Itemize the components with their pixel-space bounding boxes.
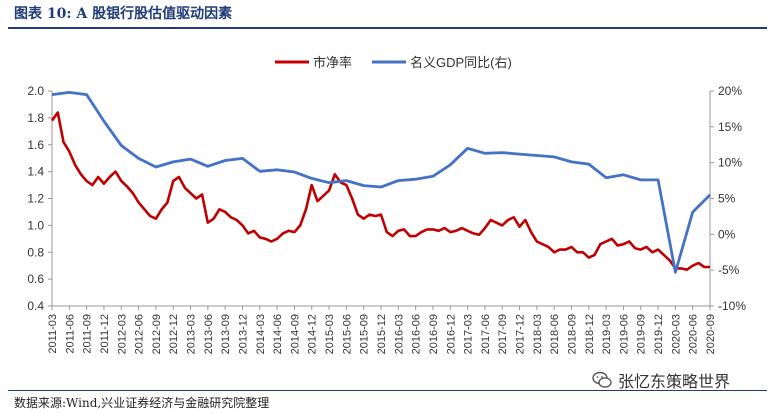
y-left-tick-label: 2.0 — [27, 84, 44, 98]
y-left-tick-label: 1.6 — [27, 138, 44, 152]
x-tick-label: 2016-09 — [428, 314, 440, 354]
x-tick-label: 2020-06 — [688, 314, 700, 354]
x-tick-label: 2012-03 — [116, 314, 128, 354]
y-right-tick-label: 0% — [718, 227, 736, 241]
x-tick-label: 2017-03 — [463, 314, 475, 354]
figure-title: 图表 10: A 股银行股估值驱动因素 — [14, 6, 233, 22]
x-tick-label: 2020-09 — [705, 314, 717, 354]
y-left-tick-label: 0.4 — [27, 299, 44, 313]
watermark: 张忆东策略世界 — [592, 368, 730, 392]
series-line-pb — [50, 111, 710, 271]
x-tick-label: 2019-06 — [618, 314, 630, 354]
x-tick-label: 2018-03 — [532, 314, 544, 354]
y-right-tick-label: -5% — [718, 263, 740, 277]
x-tick-label: 2018-12 — [584, 314, 596, 354]
series-lines — [50, 91, 711, 274]
watermark-text: 张忆东策略世界 — [618, 372, 731, 391]
x-tick-label: 2015-09 — [359, 314, 371, 354]
x-tick-label: 2011-09 — [82, 314, 94, 354]
y-left-tick-label: 0.6 — [27, 272, 44, 286]
x-tick-label: 2011-12 — [99, 314, 111, 354]
legend-label-pb: 市净率 — [313, 55, 352, 70]
x-tick-label: 2015-03 — [324, 314, 336, 354]
series-line-gdp — [51, 91, 711, 274]
x-tick-label: 2017-06 — [480, 314, 492, 354]
x-tick-label: 2015-12 — [376, 314, 388, 354]
legend-label-gdp: 名义GDP同比(右) — [410, 55, 512, 70]
x-tick-label: 2015-06 — [341, 314, 353, 354]
x-tick-label: 2011-03 — [47, 314, 59, 354]
y-right-tick-label: -10% — [718, 299, 746, 313]
x-tick-label: 2012-12 — [168, 314, 180, 354]
x-tick-label: 2019-09 — [636, 314, 648, 354]
x-tick-label: 2016-06 — [411, 314, 423, 354]
x-tick-label: 2017-12 — [515, 314, 527, 354]
y-right-tick-label: 20% — [718, 84, 742, 98]
footer-rule — [8, 390, 767, 391]
x-tick-label: 2014-12 — [307, 314, 319, 354]
y-left-tick-label: 0.8 — [27, 245, 44, 259]
x-tick-label: 2013-06 — [203, 314, 215, 354]
x-tick-label: 2011-06 — [64, 314, 76, 354]
y-right-tick-label: 15% — [718, 120, 742, 134]
x-tick-label: 2018-06 — [549, 314, 561, 354]
y-left-tick-label: 1.2 — [27, 192, 44, 206]
y-left-tick-label: 1.0 — [27, 218, 44, 232]
y-right-tick-label: 5% — [718, 192, 736, 206]
x-tick-label: 2014-03 — [255, 314, 267, 354]
x-tick-label: 2013-09 — [220, 314, 232, 354]
y-left-tick-label: 1.4 — [27, 165, 44, 179]
x-tick-label: 2019-03 — [601, 314, 613, 354]
x-tick-label: 2018-09 — [566, 314, 578, 354]
x-tick-label: 2012-09 — [151, 314, 163, 354]
legend: 市净率 名义GDP同比(右) — [275, 55, 512, 70]
x-tick-label: 2019-12 — [653, 314, 665, 354]
y-left-tick-label: 1.8 — [27, 111, 44, 125]
x-tick-label: 2013-12 — [237, 314, 249, 354]
x-tick-label: 2014-09 — [289, 314, 301, 354]
title-rule — [8, 27, 767, 29]
wechat-icon — [592, 371, 612, 388]
x-tick-label: 2016-03 — [393, 314, 405, 354]
x-tick-label: 2012-06 — [134, 314, 146, 354]
x-tick-label: 2014-06 — [272, 314, 284, 354]
chart: 市净率 名义GDP同比(右) 2.0 1.8 1.6 1.4 1.2 1.0 0.8 0.6 0.… — [27, 55, 746, 354]
x-tick-label: 2020-03 — [670, 314, 682, 354]
y-right-tick-label: 10% — [718, 156, 742, 170]
axes: 2.0 1.8 1.6 1.4 1.2 1.0 0.8 0.6 0.4 20% 15% 10% 5% 0%… — [27, 84, 746, 354]
x-tick-label: 2013-03 — [186, 314, 198, 354]
x-tick-label: 2016-12 — [445, 314, 457, 354]
x-tick-label: 2017-09 — [497, 314, 509, 354]
source-note: 数据来源:Wind,兴业证券经济与金融研究院整理 — [14, 396, 270, 410]
